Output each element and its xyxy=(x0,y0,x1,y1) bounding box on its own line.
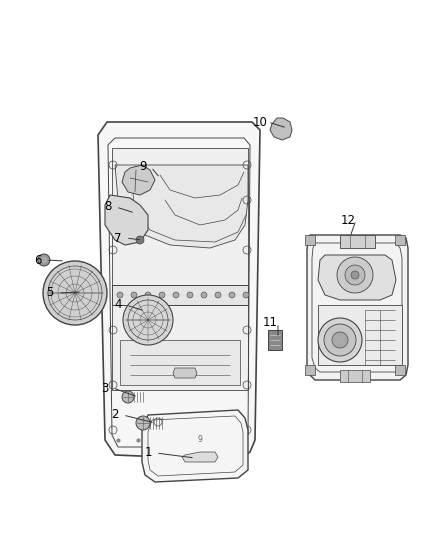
Polygon shape xyxy=(268,330,282,350)
Circle shape xyxy=(117,292,123,298)
Polygon shape xyxy=(318,255,396,300)
Circle shape xyxy=(187,292,193,298)
Polygon shape xyxy=(105,195,148,245)
Polygon shape xyxy=(305,365,315,375)
Polygon shape xyxy=(142,410,248,482)
Circle shape xyxy=(243,292,249,298)
Circle shape xyxy=(345,265,365,285)
Polygon shape xyxy=(307,235,408,380)
Circle shape xyxy=(201,292,207,298)
Polygon shape xyxy=(112,285,248,305)
Text: 8: 8 xyxy=(104,200,112,214)
Polygon shape xyxy=(318,305,402,365)
Text: 11: 11 xyxy=(262,317,278,329)
Polygon shape xyxy=(182,452,218,462)
Circle shape xyxy=(131,292,137,298)
Polygon shape xyxy=(120,340,240,385)
Text: 9: 9 xyxy=(198,435,202,445)
Text: 3: 3 xyxy=(101,382,109,394)
Circle shape xyxy=(136,416,150,430)
Circle shape xyxy=(318,318,362,362)
Polygon shape xyxy=(305,235,315,245)
Circle shape xyxy=(229,292,235,298)
Text: 10: 10 xyxy=(253,116,268,128)
Polygon shape xyxy=(340,235,375,248)
Circle shape xyxy=(136,236,144,244)
Text: 2: 2 xyxy=(111,408,119,422)
Text: 9: 9 xyxy=(139,160,147,174)
Text: 7: 7 xyxy=(114,231,122,245)
Circle shape xyxy=(215,292,221,298)
Circle shape xyxy=(159,292,165,298)
Polygon shape xyxy=(173,368,197,378)
Polygon shape xyxy=(395,235,405,245)
Polygon shape xyxy=(122,165,155,195)
Circle shape xyxy=(324,324,356,356)
Circle shape xyxy=(173,292,179,298)
Circle shape xyxy=(351,271,359,279)
Polygon shape xyxy=(112,305,248,390)
Text: 6: 6 xyxy=(34,254,42,266)
Circle shape xyxy=(332,332,348,348)
Polygon shape xyxy=(98,122,260,460)
Text: 1: 1 xyxy=(144,447,152,459)
Circle shape xyxy=(337,257,373,293)
Polygon shape xyxy=(112,148,248,285)
Circle shape xyxy=(123,295,173,345)
Circle shape xyxy=(43,261,107,325)
Polygon shape xyxy=(340,370,370,382)
Text: 12: 12 xyxy=(340,214,356,227)
Circle shape xyxy=(38,254,50,266)
Text: 5: 5 xyxy=(46,287,54,300)
Polygon shape xyxy=(115,165,248,248)
Polygon shape xyxy=(395,365,405,375)
Polygon shape xyxy=(270,118,292,140)
Text: 4: 4 xyxy=(114,298,122,311)
Circle shape xyxy=(145,292,151,298)
Circle shape xyxy=(122,391,134,403)
